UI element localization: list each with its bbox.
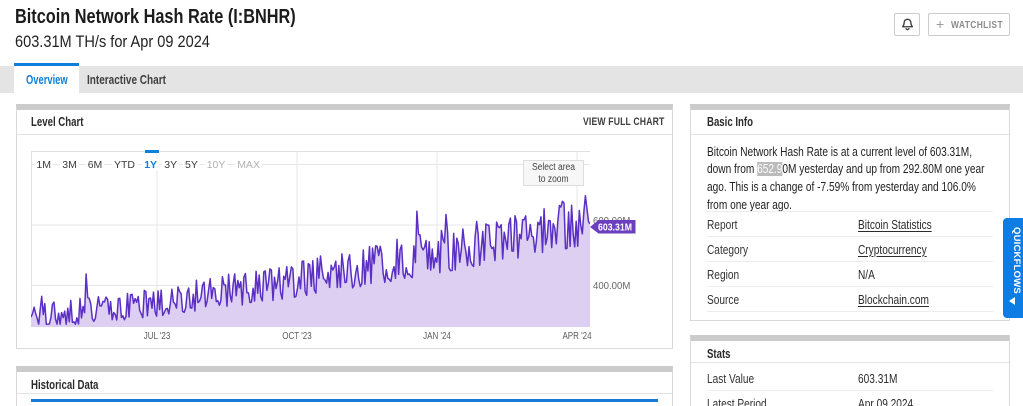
svg-text:603.31M: 603.31M xyxy=(598,221,632,233)
